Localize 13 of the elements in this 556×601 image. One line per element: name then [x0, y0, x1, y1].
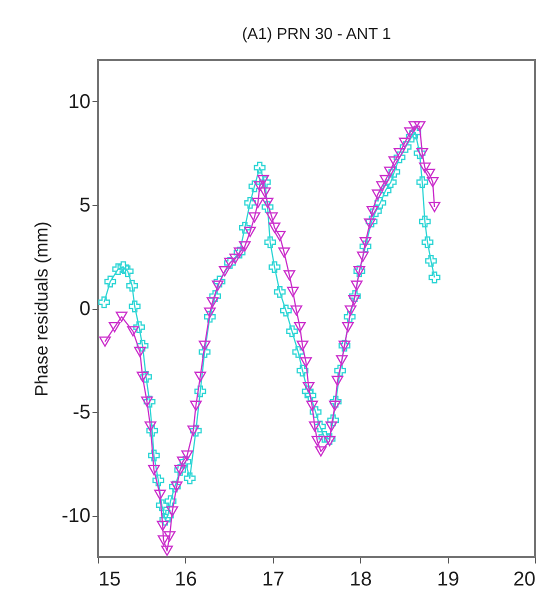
x-tick-label: 19: [436, 568, 460, 590]
x-tick-label: 16: [174, 568, 198, 590]
y-tick-label: 5: [79, 194, 90, 216]
x-tick-label: 18: [350, 568, 372, 590]
y-tick-label: 0: [79, 298, 90, 320]
x-tick-label: 15: [98, 568, 121, 590]
y-axis-title: Phase residuals (mm): [32, 221, 52, 397]
x-tick-label: 20: [513, 568, 536, 590]
y-tick-label: 10: [68, 90, 90, 113]
chart-title: (A1) PRN 30 - ANT 1: [242, 26, 392, 43]
x-tick-label: 17: [262, 568, 284, 590]
y-tick-label: -10: [62, 505, 90, 528]
y-tick-label: -5: [72, 402, 90, 424]
